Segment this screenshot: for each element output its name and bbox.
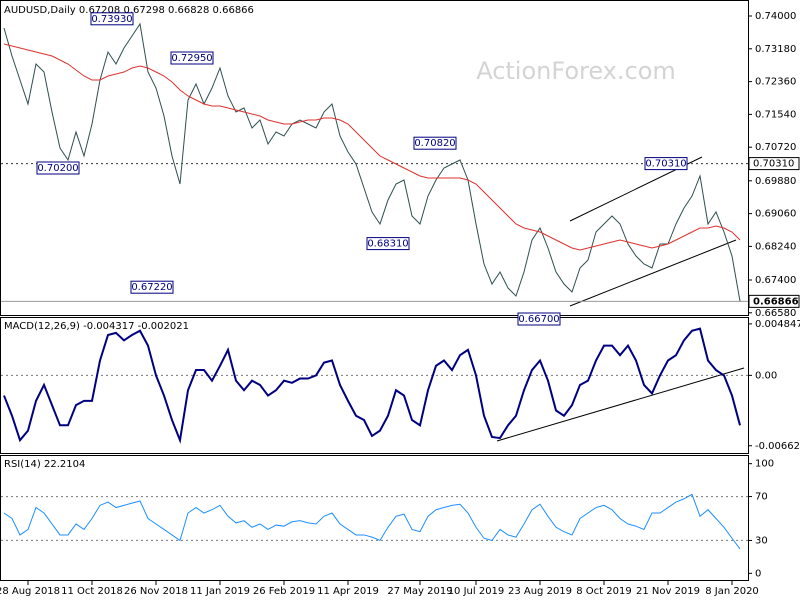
series-line (3, 43, 741, 251)
rsi-title: RSI(14) (4, 459, 41, 470)
rsi-header: RSI(14) 22.2104 (4, 459, 85, 470)
macd-value: -0.004317 (83, 321, 134, 332)
macd-title: MACD(12,26,9) (4, 321, 80, 332)
y-tick-label: 30 (755, 535, 768, 546)
y-tick-label: 0.00 (755, 370, 777, 381)
y-tick-label: 0.68240 (755, 241, 796, 252)
annotation-label: 0.72950 (171, 53, 212, 64)
series-line (3, 493, 741, 550)
price-marker-label: 0.66866 (753, 296, 799, 307)
macd-trendline (496, 367, 745, 442)
y-tick-label: 0.69060 (755, 209, 796, 220)
y-tick-label: 0.72360 (755, 77, 796, 88)
x-tick-label: 11 Jan 2019 (190, 586, 250, 597)
ohlc-low: 0.66828 (168, 5, 209, 16)
annotation-box (90, 12, 134, 26)
x-tick-label: 26 Nov 2018 (124, 586, 188, 597)
price-marker-label: 0.70310 (753, 159, 794, 170)
annotation-label: 0.73930 (91, 14, 132, 25)
y-tick-label: 0.74000 (755, 11, 796, 22)
x-tick-label: 28 Aug 2018 (0, 586, 60, 597)
rsi-value: 22.2104 (44, 459, 85, 470)
series-line (3, 327, 741, 444)
y-tick-label: 0.66580 (755, 308, 796, 319)
y-tick-label: 0 (755, 568, 761, 579)
channel-lower (569, 239, 737, 307)
ohlc-high: 0.67298 (123, 5, 164, 16)
x-tick-label: 26 Feb 2019 (253, 586, 315, 597)
macd-panel-frame (0, 317, 749, 454)
signal-value: -0.002021 (138, 321, 189, 332)
y-tick-label: -0.006624 (755, 441, 800, 452)
annotation-label: 0.70200 (37, 163, 78, 174)
price-marker-box (748, 157, 800, 171)
annotation-box (517, 312, 561, 326)
x-tick-label: 21 Nov 2019 (636, 586, 700, 597)
y-tick-label: 0.004847 (755, 319, 800, 330)
annotation-box (366, 237, 410, 251)
y-tick-label: 0.67400 (755, 275, 796, 286)
y-tick-label: 100 (755, 459, 774, 470)
ohlc-close: 0.66866 (213, 5, 254, 16)
x-tick-label: 10 Jul 2019 (448, 586, 505, 597)
y-tick-label: 0.73180 (755, 44, 796, 55)
x-tick-label: 23 Aug 2019 (508, 586, 572, 597)
watermark: ActionForex.com (476, 57, 676, 85)
annotation-label: 0.70310 (645, 159, 686, 170)
x-tick-label: 8 Jan 2020 (705, 586, 759, 597)
annotation-box (413, 136, 457, 150)
y-tick-label: 0.69880 (755, 176, 796, 187)
symbol: AUDUSD,Daily (4, 5, 76, 16)
x-tick-label: 11 Oct 2018 (61, 586, 123, 597)
price-header: AUDUSD,Daily 0.67208 0.67298 0.66828 0.6… (4, 5, 254, 16)
series-line (3, 22, 741, 302)
y-tick-label: 0.70720 (755, 142, 796, 153)
annotation-label: 0.68310 (367, 239, 408, 250)
annotation-box (170, 51, 214, 65)
annotation-box (130, 280, 174, 294)
y-tick-label: 70 (755, 492, 768, 503)
y-tick-label: 0.71540 (755, 109, 796, 120)
x-tick-label: 27 May 2019 (387, 586, 452, 597)
annotation-box (644, 157, 688, 171)
annotation-label: 0.66700 (518, 314, 559, 325)
ohlc-open: 0.67208 (79, 5, 120, 16)
x-tick-label: 11 Apr 2019 (317, 586, 379, 597)
x-tick-label: 8 Oct 2019 (576, 586, 631, 597)
rsi-panel-frame (0, 455, 749, 581)
price-marker-box (748, 294, 800, 308)
annotation-label: 0.70820 (414, 138, 455, 149)
annotation-label: 0.67220 (131, 282, 172, 293)
macd-header: MACD(12,26,9) -0.004317 -0.002021 (4, 321, 189, 332)
annotation-box (36, 161, 80, 175)
